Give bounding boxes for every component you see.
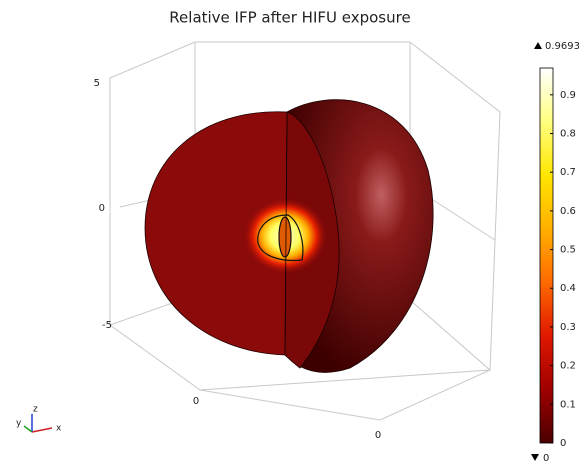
colorbar-tick-label: 0.5 [560,245,576,256]
colorbar-tick-label: 0.6 [560,206,576,217]
colorbar-tick-label: 0.1 [560,399,576,410]
x-tick-label: 0 [375,430,381,441]
colorbar-tick-label: 0.9 [560,90,576,101]
chart: Relative IFP after HIFU exposure 0 0.1 0.2… [0,0,579,467]
colorbar-tick-label: 0.7 [560,167,576,178]
colorbar-min-label: 0 [543,453,549,464]
chart-title: Relative IFP after HIFU exposure [169,9,410,27]
triad-label: z [33,405,38,415]
y-tick-label: 0 [193,396,199,407]
triad-label: x [56,424,62,434]
triad-label: y [16,419,22,429]
colorbar-tick-label: 0.2 [560,361,576,372]
min-marker [531,454,539,461]
colorbar-tick-label: 0 [560,438,566,449]
z-tick-label: 0 [99,203,105,214]
colorbar-tick-label: 0.3 [560,322,576,333]
z-tick-label: -5 [102,320,112,331]
sphere [145,100,433,373]
axis-triad [24,414,52,432]
colorbar-tick-label: 0.8 [560,128,576,139]
max-marker [534,42,542,49]
z-tick-label: 5 [94,78,100,89]
colorbar-max-label: 0.9693 [545,41,579,52]
colorbar-tick-label: 0.4 [560,283,576,294]
colorbar [540,68,553,443]
